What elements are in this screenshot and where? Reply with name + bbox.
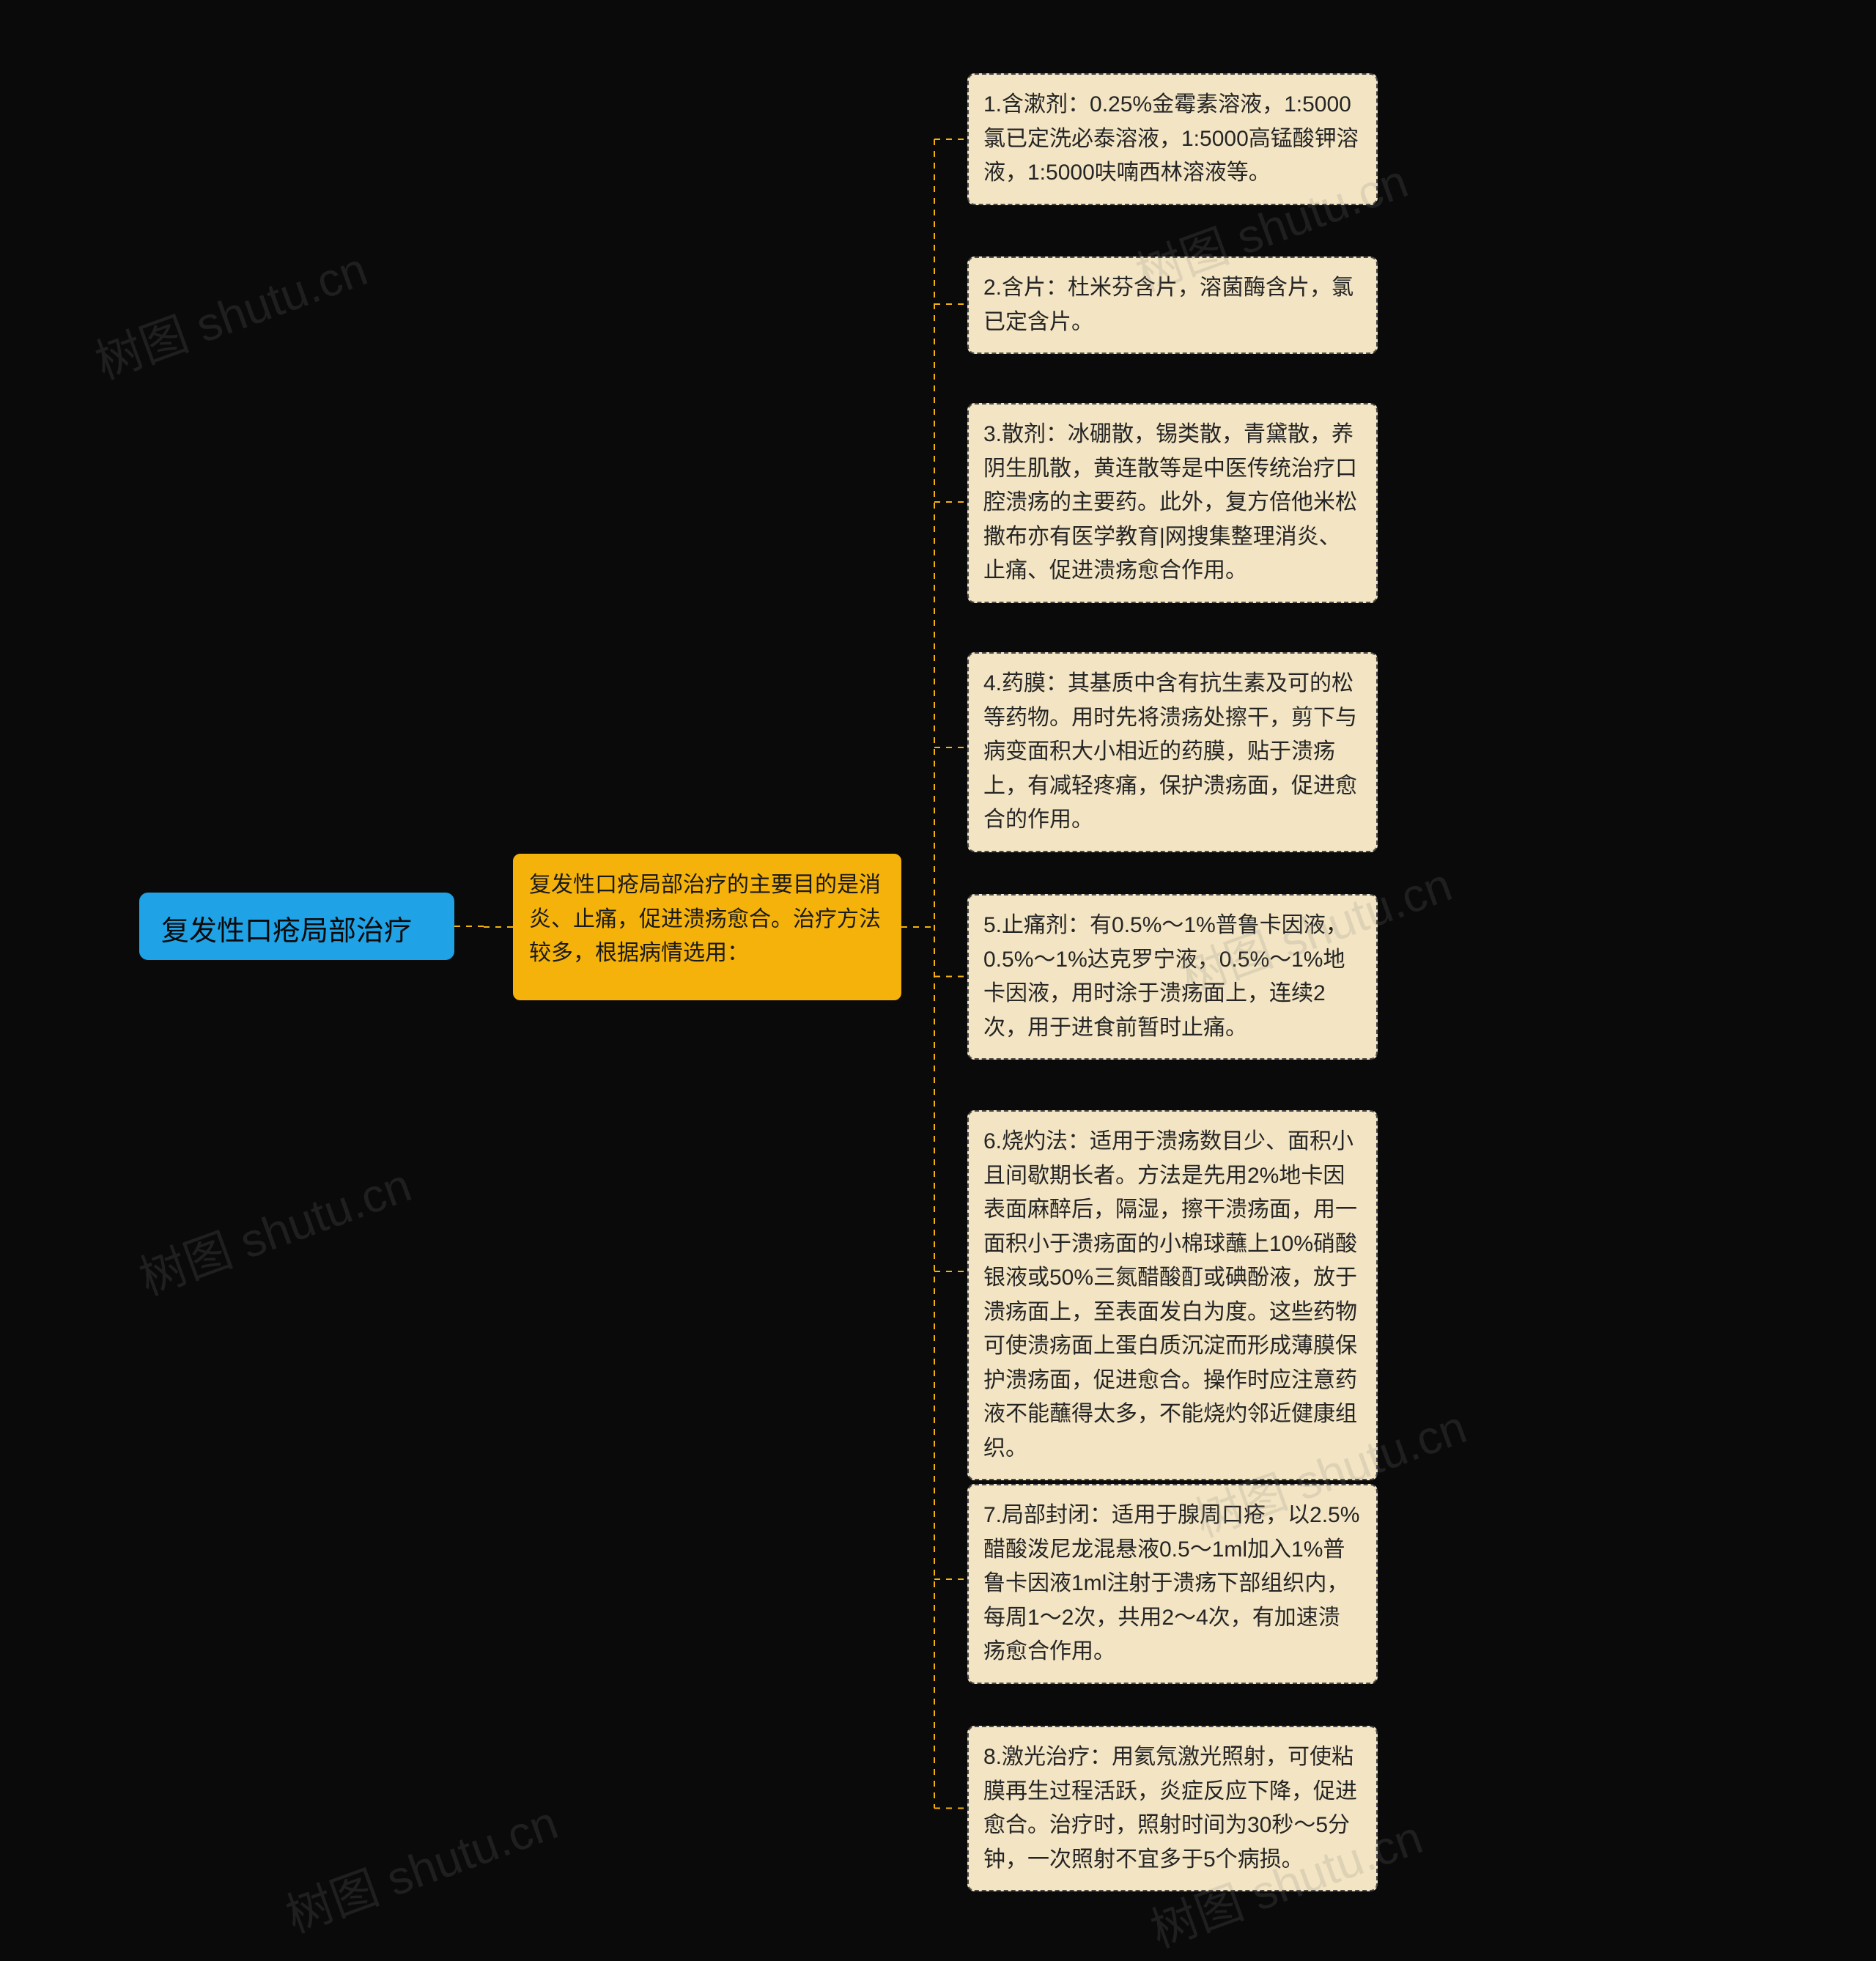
diagram-canvas: 复发性口疮局部治疗 复发性口疮局部治疗的主要目的是消炎、止痛，促进溃疡愈合。治疗… [0, 0, 1876, 1935]
watermark: 树图 shutu.cn [129, 1148, 419, 1308]
leaf-node-6: 6.烧灼法：适用于溃疡数目少、面积小且间歇期长者。方法是先用2%地卡因表面麻醉后… [967, 1110, 1378, 1480]
middle-node: 复发性口疮局部治疗的主要目的是消炎、止痛，促进溃疡愈合。治疗方法较多，根据病情选… [513, 854, 901, 1000]
leaf-node-text: 2.含片：杜米芬含片，溶菌酶含片，氯已定含片。 [983, 276, 1354, 334]
leaf-node-text: 6.烧灼法：适用于溃疡数目少、面积小且间歇期长者。方法是先用2%地卡因表面麻醉后… [983, 1129, 1357, 1460]
leaf-node-2: 2.含片：杜米芬含片，溶菌酶含片，氯已定含片。 [967, 256, 1378, 354]
watermark: 树图 shutu.cn [276, 1785, 566, 1946]
leaf-node-text: 5.止痛剂：有0.5%～1%普鲁卡因液，0.5%～1%达克罗宁液，0.5%～1%… [983, 913, 1348, 1040]
root-node-text: 复发性口疮局部治疗 [161, 916, 412, 947]
leaf-node-7: 7.局部封闭：适用于腺周口疮，以2.5%醋酸泼尼龙混悬液0.5～1ml加入1%普… [967, 1484, 1378, 1684]
leaf-node-text: 8.激光治疗：用氦氖激光照射，可使粘膜再生过程活跃，炎症反应下降，促进愈合。治疗… [983, 1745, 1357, 1872]
middle-node-text: 复发性口疮局部治疗的主要目的是消炎、止痛，促进溃疡愈合。治疗方法较多，根据病情选… [529, 873, 881, 965]
watermark: 树图 shutu.cn [85, 232, 375, 392]
leaf-node-3: 3.散剂：冰硼散，锡类散，青黛散，养阴生肌散，黄连散等是中医传统治疗口腔溃疡的主… [967, 403, 1378, 603]
leaf-node-4: 4.药膜：其基质中含有抗生素及可的松等药物。用时先将溃疡处擦干，剪下与病变面积大… [967, 652, 1378, 852]
leaf-node-text: 3.散剂：冰硼散，锡类散，青黛散，养阴生肌散，黄连散等是中医传统治疗口腔溃疡的主… [983, 422, 1357, 583]
leaf-node-text: 1.含漱剂：0.25%金霉素溶液，1:5000氯已定洗必泰溶液，1:5000高锰… [983, 92, 1359, 185]
root-node: 复发性口疮局部治疗 [139, 893, 454, 960]
leaf-node-text: 7.局部封闭：适用于腺周口疮，以2.5%醋酸泼尼龙混悬液0.5～1ml加入1%普… [983, 1503, 1359, 1663]
leaf-node-5: 5.止痛剂：有0.5%～1%普鲁卡因液，0.5%～1%达克罗宁液，0.5%～1%… [967, 894, 1378, 1060]
leaf-node-text: 4.药膜：其基质中含有抗生素及可的松等药物。用时先将溃疡处擦干，剪下与病变面积大… [983, 671, 1357, 832]
leaf-node-1: 1.含漱剂：0.25%金霉素溶液，1:5000氯已定洗必泰溶液，1:5000高锰… [967, 73, 1378, 205]
leaf-node-8: 8.激光治疗：用氦氖激光照射，可使粘膜再生过程活跃，炎症反应下降，促进愈合。治疗… [967, 1726, 1378, 1891]
connector-layer [0, 0, 1876, 1935]
